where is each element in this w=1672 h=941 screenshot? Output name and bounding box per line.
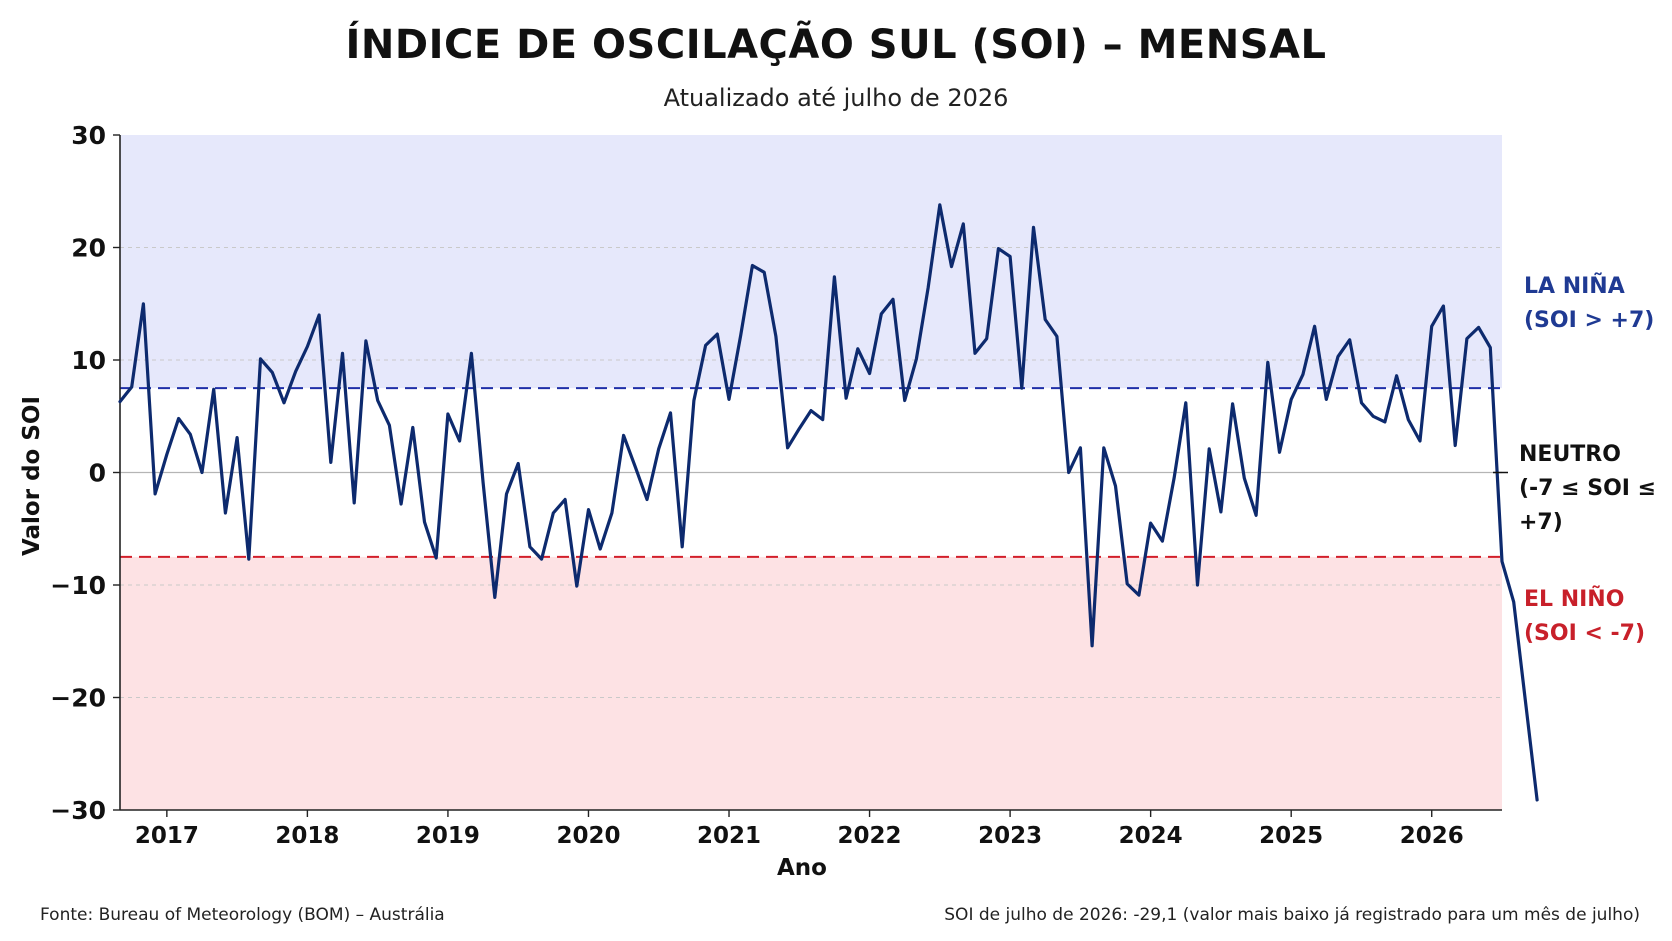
x-axis-title: Ano: [777, 855, 827, 881]
la-nina-band: [120, 135, 1502, 389]
y-tick-label: −10: [50, 571, 106, 600]
series-layer: [118, 203, 1539, 802]
soi-series-line: [118, 203, 1539, 802]
y-tick-label: −20: [50, 684, 106, 713]
x-tick-label: 2019: [416, 823, 480, 849]
y-tick-label: 20: [71, 234, 106, 263]
y-axis-title: Valor do SOI: [19, 395, 45, 557]
chart-subtitle: Atualizado até julho de 2026: [663, 84, 1009, 112]
neutral-rule: (-7 ≤ SOI ≤ +7): [1519, 476, 1657, 535]
el-nino-rule: (SOI < -7): [1524, 621, 1646, 646]
el-nino-label: EL NIÑO (SOI < -7): [1524, 583, 1645, 651]
y-tick-label: 30: [71, 121, 106, 150]
la-nina-name: LA NIÑA: [1524, 274, 1625, 299]
chart-title: ÍNDICE DE OSCILAÇÃO SUL (SOI) – MENSAL: [345, 22, 1327, 68]
y-tick-label: 10: [71, 346, 106, 375]
neutral-name: NEUTRO: [1519, 442, 1621, 467]
neutral-label: NEUTRO (-7 ≤ SOI ≤ +7): [1519, 438, 1672, 540]
x-tick-label: 2022: [838, 823, 902, 849]
x-tick-label: 2021: [697, 823, 761, 849]
y-tick-labels: 30 20 10 0 −10 −20 −30: [50, 121, 120, 825]
la-nina-label: LA NIÑA (SOI > +7): [1524, 270, 1654, 338]
el-nino-band: [120, 556, 1502, 810]
x-tick-label: 2020: [556, 823, 620, 849]
x-tick-label: 2024: [1119, 823, 1183, 849]
y-tick-label: −30: [50, 796, 106, 825]
record-note: SOI de julho de 2026: -29,1 (valor mais …: [944, 905, 1640, 925]
x-tick-label: 2018: [275, 823, 339, 849]
y-tick-label: 0: [89, 459, 106, 488]
x-tick-label: 2026: [1400, 823, 1464, 849]
x-tick-labels: 2017 2018 2019 2020 2021 2022 2023 2024 2025 2026: [135, 810, 1464, 849]
zone-bands: [120, 135, 1502, 810]
x-tick-label: 2017: [135, 823, 199, 849]
la-nina-rule: (SOI > +7): [1524, 308, 1655, 333]
x-tick-label: 2023: [978, 823, 1042, 849]
source-note: Fonte: Bureau of Meteorology (BOM) – Aus…: [40, 905, 445, 925]
x-tick-label: 2025: [1259, 823, 1323, 849]
el-nino-name: EL NIÑO: [1524, 587, 1625, 612]
